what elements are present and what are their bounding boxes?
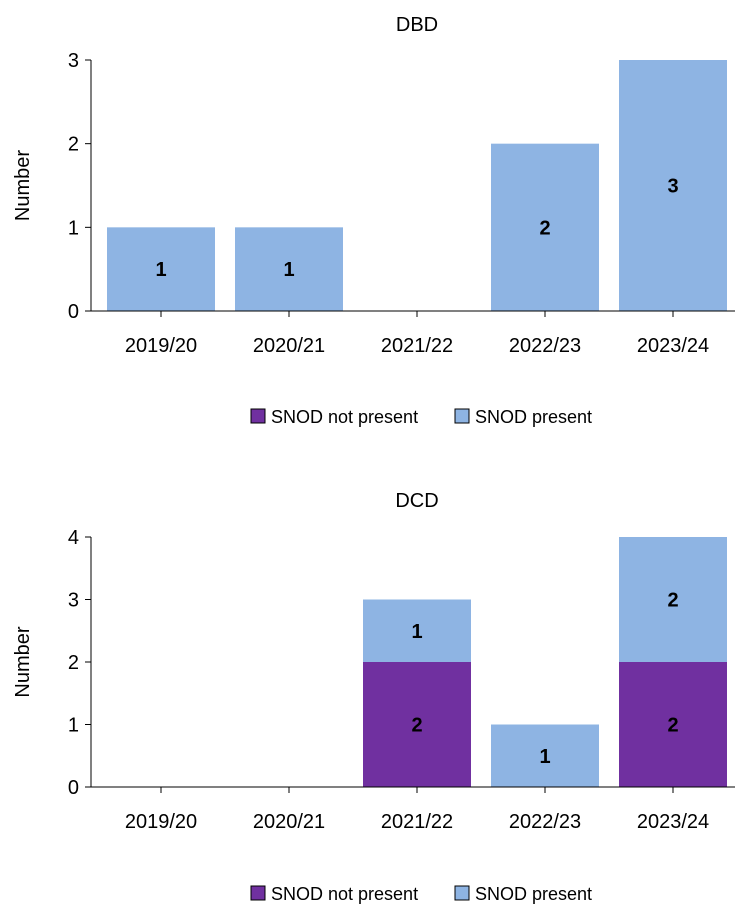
bar-snod-present-2023-24 — [619, 60, 727, 311]
y-tick-label: 0 — [68, 301, 79, 323]
x-tick-label: 2019/20 — [125, 335, 197, 357]
chart-dcd-svg: DCD Number 2 1 1 2 2 0 1 2 3 4 2019/20 2020/21 2021/22… — [12, 490, 735, 904]
bar-value-label: 2 — [667, 715, 678, 737]
bar-snod-present-2021-22 — [363, 599, 471, 662]
chart-dbd: DBD Number 1 1 2 3 0 1 2 3 2019/20 2020/21 2021/22 20… — [0, 0, 739, 450]
y-tick-label: 1 — [68, 715, 79, 737]
bar-value-label: 1 — [155, 259, 166, 281]
legend-label-snod-present: SNOD present — [475, 884, 592, 904]
x-tick-label: 2023/24 — [637, 811, 709, 833]
x-tick-label: 2023/24 — [637, 335, 709, 357]
bar-snod-present-2023-24 — [619, 537, 727, 662]
x-tick-label: 2020/21 — [253, 811, 325, 833]
y-axis-label: Number — [12, 150, 34, 221]
legend-label-snod-present: SNOD present — [475, 407, 592, 427]
chart-title: DBD — [396, 14, 438, 36]
y-tick-label: 4 — [68, 527, 79, 549]
bar-value-label: 2 — [411, 715, 422, 737]
legend-swatch-snod-present — [454, 885, 470, 901]
legend-swatch-snod-not-present — [250, 408, 266, 424]
y-tick-label: 3 — [68, 590, 79, 612]
bar-value-label: 3 — [667, 176, 678, 198]
y-tick-label: 1 — [68, 217, 79, 239]
chart-dcd: DCD Number 2 1 1 2 2 0 1 2 3 4 2019/20 2020/21 2021/22… — [0, 475, 739, 913]
x-tick-label: 2021/22 — [381, 811, 453, 833]
bar-value-label: 2 — [539, 217, 550, 239]
legend-swatch-snod-present — [454, 408, 470, 424]
chart-dbd-svg: DBD Number 1 1 2 3 0 1 2 3 2019/20 2020/21 2021/22 20… — [12, 14, 735, 427]
bar-snod-present-2022-23 — [491, 143, 599, 311]
legend-label-snod-not-present: SNOD not present — [271, 884, 418, 904]
bar-snod-not-present-2023-24 — [619, 662, 727, 787]
bar-value-label: 1 — [411, 621, 422, 643]
y-tick-label: 0 — [68, 777, 79, 799]
legend-label-snod-not-present: SNOD not present — [271, 407, 418, 427]
x-tick-label: 2020/21 — [253, 335, 325, 357]
x-tick-label: 2022/23 — [509, 335, 581, 357]
x-tick-label: 2019/20 — [125, 811, 197, 833]
bar-value-label: 1 — [539, 746, 550, 768]
x-tick-label: 2021/22 — [381, 335, 453, 357]
bar-value-label: 1 — [283, 259, 294, 281]
y-tick-label: 3 — [68, 50, 79, 72]
bar-snod-present-2019-20 — [107, 227, 215, 311]
y-axis-label: Number — [12, 626, 34, 697]
y-tick-label: 2 — [68, 652, 79, 674]
bar-snod-present-2022-23 — [491, 724, 599, 787]
bar-value-label: 2 — [667, 590, 678, 612]
bar-snod-present-2020-21 — [235, 227, 343, 311]
bar-snod-not-present-2021-22 — [363, 662, 471, 787]
y-tick-label: 2 — [68, 134, 79, 156]
x-tick-label: 2022/23 — [509, 811, 581, 833]
chart-title: DCD — [395, 490, 438, 512]
legend-swatch-snod-not-present — [250, 885, 266, 901]
